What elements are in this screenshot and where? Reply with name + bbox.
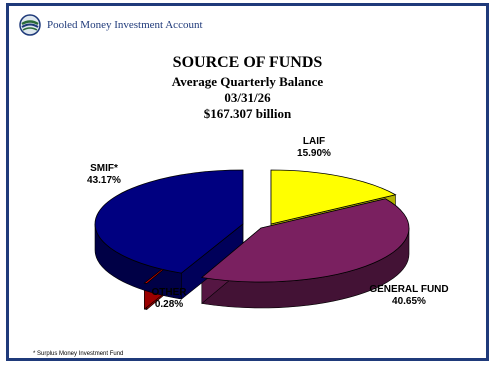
pie-slice-general-fund bbox=[200, 198, 410, 283]
chart-subtitle-line-1: Average Quarterly Balance bbox=[171, 74, 324, 89]
slice-label-name: SMIF* bbox=[90, 163, 118, 174]
chart-subtitle-line-3: $167.307 billion bbox=[203, 106, 292, 121]
chart-subtitle-line-2: 03/31/26 bbox=[224, 90, 271, 105]
chart-frame: Pooled Money Investment Account SOURCE O… bbox=[6, 3, 489, 361]
slice-label-value: 0.28% bbox=[155, 299, 183, 310]
state-seal-icon bbox=[19, 14, 41, 36]
slice-label-value: 40.65% bbox=[392, 296, 426, 307]
org-name: Pooled Money Investment Account bbox=[47, 19, 203, 31]
pie-slice-smif- bbox=[94, 169, 244, 274]
slice-label-name: OTHER bbox=[152, 287, 188, 298]
slice-label-name: GENERAL FUND bbox=[369, 284, 448, 295]
slice-label-name: LAIF bbox=[303, 136, 325, 147]
footnote: * Surplus Money Investment Fund bbox=[33, 351, 124, 357]
slice-label-value: 43.17% bbox=[87, 175, 121, 186]
chart-title: SOURCE OF FUNDS bbox=[172, 54, 323, 71]
pie-slice-laif bbox=[270, 169, 397, 225]
slice-label-value: 15.90% bbox=[297, 148, 331, 159]
